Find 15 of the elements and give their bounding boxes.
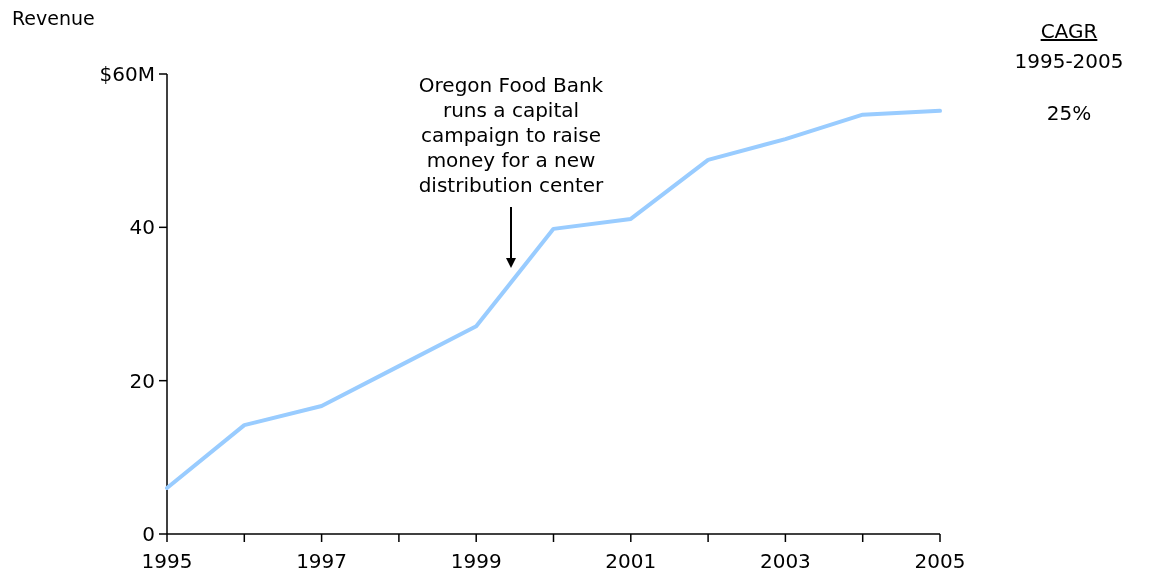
- x-tick-label: 1995: [141, 549, 193, 573]
- y-tick-label: 0: [142, 522, 155, 546]
- y-tick-label: $60M: [99, 62, 155, 86]
- y-tick-label: 40: [129, 215, 155, 240]
- x-tick-label: 2005: [914, 549, 966, 573]
- annotation: Oregon Food Bank runs a capital campaign to raise money for a new distribution center: [418, 73, 605, 197]
- x-tick-label: 1997: [296, 549, 348, 573]
- x-tick-label: 1999: [450, 549, 502, 573]
- y-axis-title: Revenue: [12, 7, 95, 29]
- x-tick-label: 2001: [605, 549, 657, 573]
- x-tick-label: 2003: [759, 549, 811, 573]
- y-tick-label: 20: [129, 368, 155, 393]
- text: 1995-2005: [1014, 49, 1124, 73]
- text: 25%: [1046, 101, 1092, 125]
- text: CAGR: [1040, 19, 1098, 43]
